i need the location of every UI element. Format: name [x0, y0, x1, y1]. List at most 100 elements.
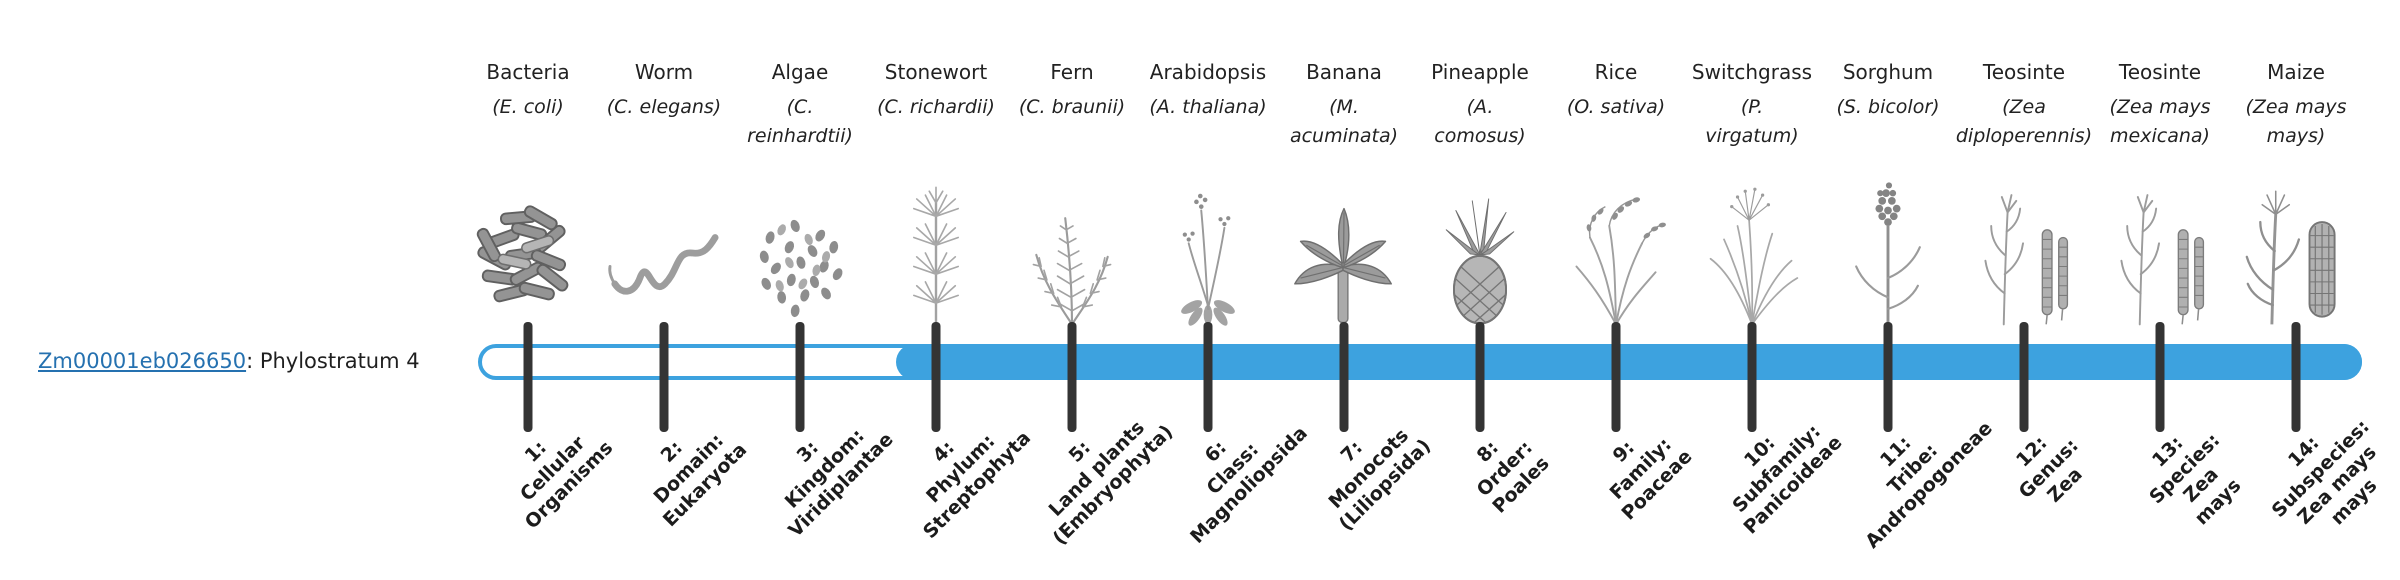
organism-scientific-name: (C. richardii) [857, 93, 1015, 122]
organism-scientific-name-line: (A. [1466, 96, 1494, 118]
organism-name: Teosinte [2118, 60, 2202, 84]
stratum-label-text: 14: Subspecies: Zea mays mays [2251, 399, 2400, 556]
organism-column: Worm (C. elegans) [585, 60, 743, 122]
stratum-label-text: 11: Tribe: Andropogoneae [1828, 384, 1998, 554]
stratum-label-text: 2: Domain: Eukaryota [626, 406, 753, 533]
organism-column: Stonewort (C. richardii) [857, 60, 1015, 122]
organism-column: Bacteria (E. coli) [449, 60, 607, 122]
organism-column: Algae (C. reinhardtii) [721, 60, 879, 151]
stratum-label-text: 4: Phylum: Streptophyta [886, 394, 1036, 544]
stratum-label-text: 12: Genus: Zea [1998, 418, 2100, 520]
organism-scientific-name: (Zea diploperennis) [1945, 93, 2103, 151]
organism-scientific-name-line: reinhardtii) [747, 125, 853, 147]
organism-name: Worm [634, 60, 694, 84]
organism-column: Pineapple (A. comosus) [1401, 60, 1559, 151]
organism-scientific-name: (A. comosus) [1401, 93, 1559, 151]
organism-name: Maize [2267, 60, 2325, 84]
organism-column: Switchgrass (P. virgatum) [1673, 60, 1831, 151]
organism-column: Teosinte (Zea diploperennis) [1945, 60, 2103, 151]
rice-icon [1553, 170, 1679, 334]
organism-scientific-name-line: mays) [2266, 125, 2326, 147]
organism-scientific-name: (A. thaliana) [1129, 93, 1287, 122]
stratum-label-text: 8: Order: Poales [1455, 419, 1555, 519]
stratum-label-text: 10: Subfamily: Panicoideae [1706, 398, 1847, 539]
organism-name: Banana [1306, 60, 1382, 84]
bacteria-icon [465, 170, 591, 334]
fern-icon [1009, 170, 1135, 334]
organism-scientific-name-line: (C. richardii) [877, 96, 995, 118]
stratum-tick [1339, 322, 1349, 432]
organism-column: Arabidopsis (A. thaliana) [1129, 60, 1287, 122]
stratum-label-text: 5: Land plants (Embryophyta) [1015, 387, 1178, 550]
organism-scientific-name-line: (M. [1329, 96, 1359, 118]
organism-scientific-name: (C. reinhardtii) [721, 93, 879, 151]
stratum-tick [523, 322, 533, 432]
stratum-tick [1475, 322, 1485, 432]
organism-column: Sorghum (S. bicolor) [1809, 60, 1967, 122]
organism-scientific-name-line: (C. braunii) [1018, 96, 1126, 118]
maize-icon [2233, 170, 2359, 334]
stratum-tick [1611, 322, 1621, 432]
stratum-tick [1203, 322, 1213, 432]
stratum-label-text: 3: Kingdom: Viridiplantae [751, 395, 899, 543]
pineapple-icon [1417, 170, 1543, 334]
stratum-tick [1067, 322, 1077, 432]
organism-name: Fern [1050, 60, 1094, 84]
stratum-label-text: 13: Species: Zea mays [2128, 412, 2258, 542]
stratum-tick [659, 322, 669, 432]
organism-scientific-name-line: (S. bicolor) [1836, 96, 1940, 118]
organism-scientific-name: (Zea mays mays) [2217, 93, 2375, 151]
organism-scientific-name: (E. coli) [449, 93, 607, 122]
organism-name: Arabidopsis [1149, 60, 1267, 84]
switchgrass-icon [1689, 170, 1815, 334]
algae-icon [737, 170, 863, 334]
organism-scientific-name-line: comosus) [1434, 125, 1526, 147]
stratum-tick [2155, 322, 2165, 432]
organism-scientific-name: (M. acuminata) [1265, 93, 1423, 151]
organism-scientific-name-line: (C. elegans) [606, 96, 722, 118]
organism-column: Rice (O. sativa) [1537, 60, 1695, 122]
arabidopsis-icon [1145, 170, 1271, 334]
organism-scientific-name: (S. bicolor) [1809, 93, 1967, 122]
stratum-label-text: 1: Cellular Organisms [488, 404, 619, 535]
stonewort-icon [873, 170, 999, 334]
stratum-tick [2019, 322, 2029, 432]
organism-column: Banana (M. acuminata) [1265, 60, 1423, 151]
organism-column: Teosinte (Zea mays mexicana) [2081, 60, 2239, 151]
organism-name: Stonewort [884, 60, 988, 84]
gene-link[interactable]: Zm00001eb026650 [38, 349, 247, 373]
organism-scientific-name: (C. elegans) [585, 93, 743, 122]
stratum-tick [795, 322, 805, 432]
teosinte-icon [1961, 170, 2087, 334]
stratum-label-text: 7: Monocots (Liliopsida) [1302, 402, 1437, 537]
stratum-tick [931, 322, 941, 432]
organism-scientific-name-line: (Zea mays [2245, 96, 2347, 118]
organism-scientific-name-line: (E. coli) [492, 96, 564, 118]
organism-name: Teosinte [1982, 60, 2066, 84]
organism-scientific-name-line: virgatum) [1705, 125, 1799, 147]
organism-scientific-name-line: (A. thaliana) [1149, 96, 1267, 118]
organism-scientific-name-line: (Zea [2002, 96, 2046, 118]
stratum-label-text: 9: Family: Poaceae [1584, 412, 1697, 525]
organism-scientific-name-line: mexicana) [2110, 125, 2210, 147]
stratum-label-text: 6: Class: Magnoliopsida [1153, 389, 1313, 549]
organism-name: Bacteria [486, 60, 570, 84]
teosinte-icon [2097, 170, 2223, 334]
organism-scientific-name: (C. braunii) [993, 93, 1151, 122]
gene-label: Zm00001eb026650: Phylostratum 4 [38, 349, 420, 373]
organism-scientific-name-line: (C. [786, 96, 814, 118]
organism-name: Sorghum [1842, 60, 1934, 84]
organism-scientific-name-line: (O. sativa) [1566, 96, 1666, 118]
organism-scientific-name-line: diploperennis) [1955, 125, 2093, 147]
organism-scientific-name-line: (P. [1740, 96, 1764, 118]
organism-name: Algae [771, 60, 829, 84]
organism-column: Maize (Zea mays mays) [2217, 60, 2375, 151]
stratum-tick [1747, 322, 1757, 432]
organism-scientific-name: (Zea mays mexicana) [2081, 93, 2239, 151]
organism-name: Switchgrass [1691, 60, 1813, 84]
organism-scientific-name-line: (Zea mays [2109, 96, 2211, 118]
organism-scientific-name: (O. sativa) [1537, 93, 1695, 122]
worm-icon [601, 170, 727, 334]
banana-icon [1281, 170, 1407, 334]
